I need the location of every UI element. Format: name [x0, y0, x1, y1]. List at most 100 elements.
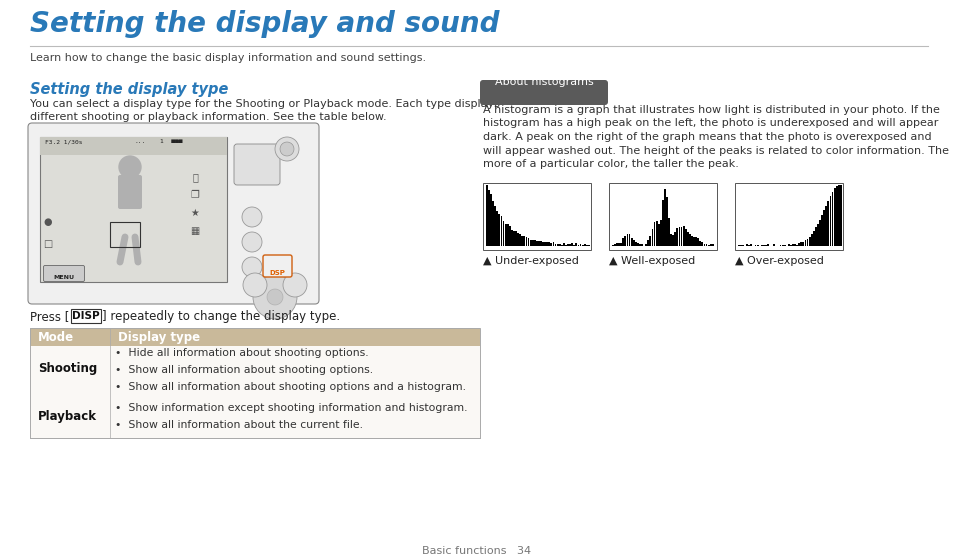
Bar: [560, 245, 562, 246]
Bar: [585, 245, 587, 246]
Text: Setting the display type: Setting the display type: [30, 82, 228, 97]
Bar: [793, 245, 795, 246]
Bar: [558, 244, 560, 246]
Bar: [824, 206, 826, 246]
Text: 1  ■■■: 1 ■■■: [160, 139, 182, 144]
Bar: [690, 236, 692, 246]
Bar: [525, 237, 527, 246]
Bar: [764, 245, 766, 246]
Bar: [634, 242, 636, 246]
Bar: [552, 242, 554, 246]
Bar: [640, 244, 642, 246]
Bar: [511, 230, 513, 246]
Bar: [639, 243, 640, 246]
Bar: [741, 245, 743, 246]
Bar: [543, 242, 545, 246]
Bar: [819, 220, 821, 246]
Bar: [661, 201, 663, 246]
Bar: [740, 245, 741, 246]
Bar: [789, 245, 791, 246]
Bar: [621, 238, 623, 246]
Bar: [637, 243, 639, 246]
Bar: [616, 243, 618, 246]
Text: ...: ...: [135, 139, 146, 144]
Text: Basic functions   34: Basic functions 34: [422, 546, 531, 556]
Bar: [632, 240, 634, 246]
Bar: [110, 222, 140, 247]
Text: ⌖: ⌖: [192, 172, 197, 182]
Text: □: □: [43, 239, 52, 249]
Bar: [518, 234, 520, 246]
Bar: [684, 228, 686, 246]
Circle shape: [274, 137, 298, 161]
Text: A histogram is a graph that illustrates how light is distributed in your photo. : A histogram is a graph that illustrates …: [482, 105, 939, 115]
Bar: [550, 243, 552, 246]
Bar: [575, 243, 577, 246]
Bar: [644, 245, 646, 246]
Bar: [651, 229, 653, 246]
Bar: [498, 214, 499, 246]
Bar: [734, 183, 842, 250]
Text: Display type: Display type: [118, 331, 200, 344]
Bar: [485, 185, 487, 246]
Bar: [562, 243, 564, 246]
Bar: [796, 245, 798, 246]
Bar: [754, 245, 756, 246]
Text: You can select a display type for the Shooting or Playback mode. Each type displ: You can select a display type for the Sh…: [30, 99, 499, 109]
Text: MENU: MENU: [53, 275, 74, 280]
Circle shape: [280, 142, 294, 156]
Bar: [816, 224, 818, 246]
Text: F3.2 1/30s: F3.2 1/30s: [45, 139, 82, 144]
Text: DSP: DSP: [269, 270, 285, 276]
Bar: [821, 216, 822, 246]
Bar: [608, 183, 717, 250]
Bar: [822, 210, 824, 246]
Text: ❐: ❐: [191, 190, 199, 200]
Bar: [614, 243, 616, 246]
Circle shape: [242, 207, 262, 227]
Bar: [831, 192, 833, 246]
Bar: [517, 233, 518, 246]
FancyBboxPatch shape: [263, 255, 292, 277]
Bar: [523, 236, 525, 246]
Bar: [697, 238, 699, 246]
Bar: [806, 238, 807, 246]
Bar: [682, 226, 684, 246]
Bar: [539, 241, 541, 246]
Text: more of a particular color, the taller the peak.: more of a particular color, the taller t…: [482, 159, 739, 169]
Bar: [738, 245, 740, 246]
Circle shape: [119, 156, 141, 178]
Bar: [566, 244, 568, 246]
Bar: [808, 237, 810, 246]
Text: Setting the display and sound: Setting the display and sound: [30, 10, 499, 38]
FancyBboxPatch shape: [118, 175, 142, 209]
Bar: [826, 201, 828, 246]
Bar: [548, 242, 550, 246]
Bar: [812, 231, 814, 246]
Bar: [835, 185, 837, 246]
Bar: [657, 224, 659, 246]
Bar: [837, 185, 839, 246]
Text: •  Show information except shooting information and histogram.: • Show information except shooting infor…: [115, 403, 467, 413]
Bar: [693, 237, 694, 246]
Text: About histograms: About histograms: [494, 77, 593, 87]
Bar: [506, 224, 508, 246]
Bar: [536, 241, 537, 246]
Bar: [839, 185, 841, 246]
Text: ▲ Under-exposed: ▲ Under-exposed: [482, 256, 578, 266]
Text: ▲ Over-exposed: ▲ Over-exposed: [734, 256, 823, 266]
Bar: [488, 190, 490, 246]
Bar: [619, 243, 621, 246]
Bar: [800, 242, 801, 246]
Bar: [647, 240, 648, 246]
Bar: [531, 240, 533, 246]
Text: dark. A peak on the right of the graph means that the photo is overexposed and: dark. A peak on the right of the graph m…: [482, 132, 931, 142]
Bar: [766, 245, 768, 246]
Circle shape: [242, 232, 262, 252]
Bar: [787, 244, 789, 246]
Bar: [663, 189, 665, 246]
Bar: [700, 242, 702, 246]
Text: ▦: ▦: [191, 226, 199, 236]
Bar: [30, 346, 479, 400]
Bar: [571, 243, 573, 246]
